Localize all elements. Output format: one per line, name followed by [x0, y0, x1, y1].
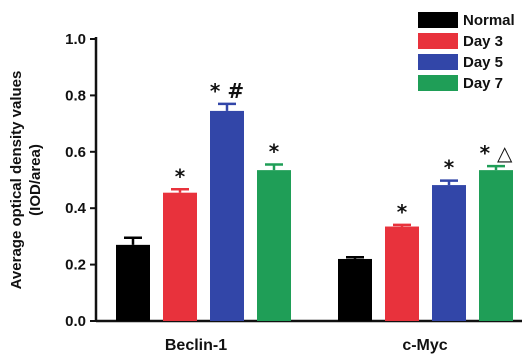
category-label-cmyc: c-Myc	[402, 337, 447, 354]
bar-day-3-0	[163, 192, 197, 321]
legend-label: Normal	[463, 12, 515, 29]
y-tick-label: 1.0	[65, 31, 86, 48]
y-tick-label: 0.8	[65, 87, 86, 104]
y-tick-label: 0.0	[65, 313, 86, 330]
category-label-beclin1: Beclin-1	[165, 337, 227, 354]
legend-swatch	[418, 54, 458, 70]
bar-day-3-1	[385, 226, 419, 321]
bar-normal-0	[116, 244, 150, 321]
bars-group: * * # * * * * △	[116, 79, 513, 321]
significance-annotation: *	[397, 200, 408, 224]
significance-annotation: *	[444, 156, 455, 180]
bar-normal-1	[338, 258, 372, 321]
legend-label: Day 3	[463, 33, 503, 50]
y-ticks: 0.0 0.2 0.4 0.6 0.8 1.0	[65, 31, 96, 330]
significance-annotation: * △	[480, 141, 513, 165]
plot-area: 0.0 0.2 0.4 0.6 0.8 1.0 Average optical …	[8, 31, 522, 354]
legend-swatch	[418, 33, 458, 49]
significance-annotation: *	[269, 139, 280, 163]
legend-label: Day 5	[463, 54, 503, 71]
bar-day-5-1	[432, 185, 466, 321]
legend-swatch	[418, 75, 458, 91]
bar-day-7-1	[479, 170, 513, 321]
significance-annotation: * #	[210, 79, 244, 103]
y-tick-label: 0.4	[65, 200, 87, 217]
legend: Normal Day 3 Day 5 Day 7	[418, 12, 515, 92]
y-axis-title-line1: Average optical density values	[8, 71, 25, 290]
bar-day-7-0	[257, 170, 291, 321]
y-tick-label: 0.6	[65, 144, 86, 161]
y-axis-title-line2: (IOD/area)	[27, 144, 44, 216]
y-tick-label: 0.2	[65, 257, 86, 274]
significance-annotation: *	[175, 164, 186, 188]
legend-swatch	[418, 12, 458, 28]
legend-label: Day 7	[463, 75, 503, 92]
bar-day-5-0	[210, 110, 244, 321]
